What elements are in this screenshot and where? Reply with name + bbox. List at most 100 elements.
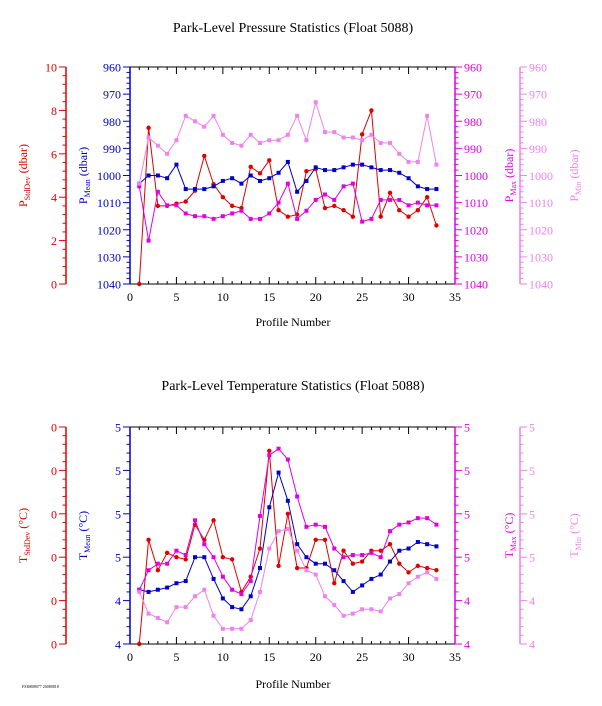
max-data-point <box>360 553 365 558</box>
stddev-data-point <box>257 171 263 176</box>
max-data-point <box>378 555 383 560</box>
min-data-point <box>332 130 337 135</box>
mean-data-point <box>415 540 420 545</box>
min-tick-label: 960 <box>529 61 547 75</box>
min-tick-label: 5 <box>529 464 535 478</box>
mean-data-point <box>174 162 179 167</box>
min-data-point <box>155 143 160 148</box>
min-data-point <box>295 548 300 553</box>
stddev-data-point <box>397 561 402 566</box>
mean-data-point <box>388 559 392 564</box>
stddev-data-point <box>322 537 328 543</box>
min-data-point <box>323 594 327 599</box>
stddev-data-point <box>332 581 337 586</box>
mean-data-point <box>434 544 439 549</box>
x-tick-label: 20 <box>310 650 322 664</box>
chart-title: Park-Level Pressure Statistics (Float 50… <box>173 21 414 36</box>
max-data-point <box>202 214 207 219</box>
axis-label-base: P <box>76 197 90 204</box>
max-data-point <box>239 592 244 597</box>
mean-axis-label: PMean (dbar) <box>76 147 92 204</box>
stddev-data-point <box>183 199 188 204</box>
min-data-point <box>230 626 235 631</box>
min-axis-label: PMin (dbar) <box>567 149 583 201</box>
max-data-point <box>425 516 430 521</box>
max-tick-label: 5 <box>464 464 470 478</box>
mean-data-point <box>193 187 197 192</box>
mean-data-point <box>360 583 365 588</box>
mean-data-point <box>360 162 365 167</box>
max-data-point <box>350 553 355 558</box>
max-data-point <box>350 181 355 186</box>
x-tick-label: 0 <box>127 650 133 664</box>
min-data-point <box>378 609 383 614</box>
max-data-point <box>220 574 225 579</box>
stddev-data-point <box>332 203 337 209</box>
axis-label-subscript: Max <box>509 536 518 551</box>
mean-data-point <box>313 165 318 170</box>
stddev-tick-label: 0 <box>51 278 57 292</box>
mean-tick-label: 980 <box>103 115 121 129</box>
min-data-point <box>350 611 355 616</box>
axis-label-unit: (dbar) <box>16 144 30 176</box>
axis-label-subscript: Min <box>574 537 583 550</box>
mean-data-point <box>397 170 402 175</box>
x-tick-label: 25 <box>356 290 368 304</box>
min-tick-label: 1020 <box>529 223 553 237</box>
mean-data-point <box>220 596 225 601</box>
min-data-point <box>202 587 207 592</box>
mean-data-point <box>406 176 411 181</box>
stddev-data-point <box>276 208 281 213</box>
min-data-point <box>220 132 225 137</box>
min-data-point <box>137 589 142 594</box>
mean-data-point <box>285 498 290 503</box>
stddev-data-point <box>146 537 151 543</box>
stddev-data-point <box>276 563 281 569</box>
max-data-point <box>295 216 300 221</box>
max-data-point <box>388 529 392 534</box>
min-tick-label: 4 <box>529 594 535 608</box>
x-tick-label: 10 <box>217 290 229 304</box>
mean-data-point <box>211 576 216 581</box>
mean-data-point <box>239 181 244 186</box>
mean-data-point <box>276 170 281 175</box>
min-data-point <box>183 605 188 610</box>
max-data-point <box>202 542 207 547</box>
max-tick-label: 1010 <box>464 196 488 210</box>
mean-tick-label: 4 <box>115 594 121 608</box>
max-data-point <box>155 189 160 194</box>
mean-data-point <box>369 165 374 170</box>
min-data-point <box>313 100 318 105</box>
axis-label-subscript: Mean <box>83 179 92 197</box>
min-data-point <box>295 113 300 118</box>
mean-data-point <box>211 184 216 189</box>
min-data-point <box>332 602 337 607</box>
stddev-data-point <box>137 281 142 287</box>
min-data-point <box>397 592 402 597</box>
mean-data-point <box>378 168 383 173</box>
x-tick-label: 5 <box>173 290 179 304</box>
mean-data-point <box>415 184 420 189</box>
max-data-point <box>388 197 392 202</box>
max-data-point <box>285 457 290 462</box>
x-tick-label: 15 <box>263 650 275 664</box>
min-data-point <box>211 113 216 118</box>
max-data-point <box>276 200 281 205</box>
mean-data-point <box>202 187 207 192</box>
mean-data-point <box>341 579 346 584</box>
min-data-point <box>155 615 160 620</box>
min-data-point <box>360 138 365 143</box>
max-data-point <box>434 203 439 208</box>
stddev-data-point <box>415 563 421 569</box>
mean-data-point <box>146 173 151 178</box>
min-data-point <box>276 529 281 534</box>
min-tick-label: 1040 <box>529 278 553 292</box>
stddev-data-point <box>434 223 439 228</box>
x-tick-label: 35 <box>449 650 461 664</box>
stddev-data-point <box>341 208 346 213</box>
max-tick-label: 960 <box>464 61 482 75</box>
mean-data-point <box>155 173 160 178</box>
mean-axis-label: TMean (°C) <box>76 511 92 560</box>
axis-label-base: T <box>567 550 581 558</box>
min-data-point <box>165 620 170 625</box>
